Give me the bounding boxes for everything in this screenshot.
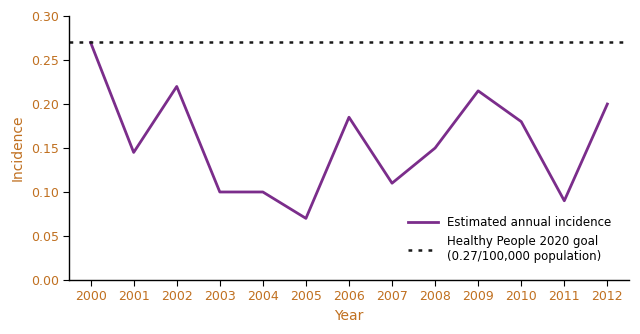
Estimated annual incidence: [345, 115, 353, 119]
Estimated annual incidence: [561, 199, 568, 203]
Estimated annual incidence: [87, 40, 95, 44]
Estimated annual incidence: [517, 120, 525, 124]
Estimated annual incidence: [130, 150, 138, 154]
Legend: Estimated annual incidence, Healthy People 2020 goal
(0.27/100,000 population): Estimated annual incidence, Healthy Peop…: [403, 210, 618, 269]
Estimated annual incidence: [388, 181, 396, 185]
Estimated annual incidence: [474, 89, 482, 93]
Line: Estimated annual incidence: Estimated annual incidence: [91, 42, 607, 218]
X-axis label: Year: Year: [334, 309, 364, 323]
Estimated annual incidence: [431, 146, 439, 150]
Estimated annual incidence: [604, 102, 611, 106]
Estimated annual incidence: [259, 190, 267, 194]
Estimated annual incidence: [302, 216, 310, 220]
Y-axis label: Incidence: Incidence: [11, 115, 25, 181]
Estimated annual incidence: [173, 85, 180, 89]
Estimated annual incidence: [216, 190, 223, 194]
